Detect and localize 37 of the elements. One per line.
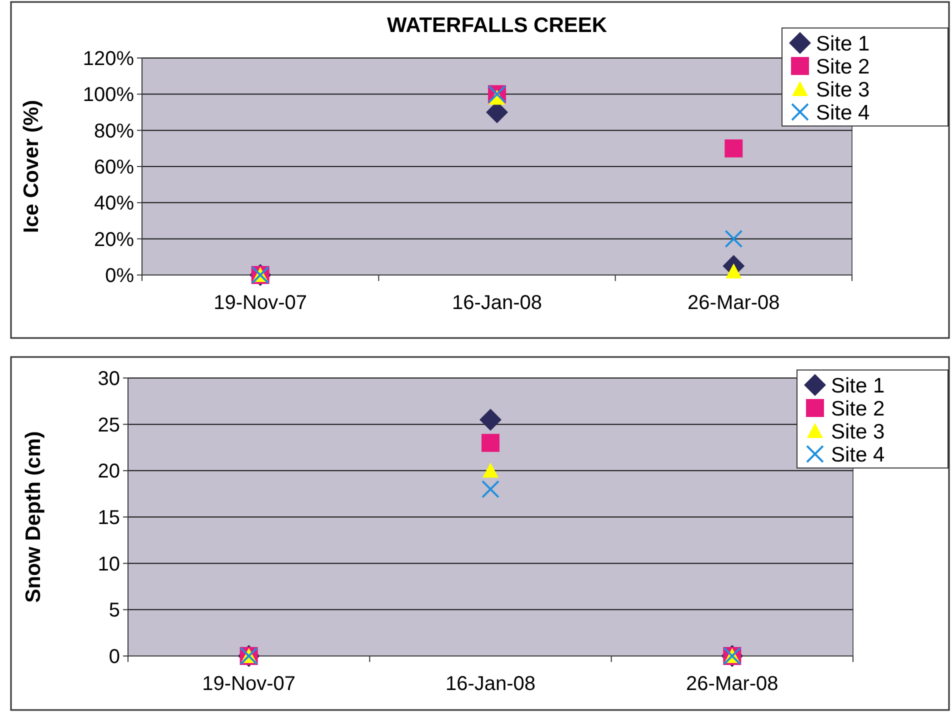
- legend-label: Site 1: [831, 374, 885, 398]
- point: [724, 230, 743, 248]
- point: [480, 408, 502, 431]
- point: [482, 480, 500, 498]
- legend-label: Site 1: [816, 32, 870, 56]
- legend-label: Site 2: [831, 397, 885, 420]
- x-tick-label: 19-Nov-07: [214, 292, 308, 314]
- point: [482, 434, 500, 452]
- x-tick-label: 16-Jan-08: [452, 292, 542, 314]
- y-tick-label: 30: [98, 368, 120, 390]
- y-tick-label: 5: [108, 600, 120, 622]
- y-tick-label: 100%: [82, 84, 134, 106]
- x-tick-label: 26-Mar-08: [686, 673, 778, 695]
- legend-label: Site 4: [816, 101, 870, 124]
- y-tick-label: 0: [108, 646, 120, 668]
- legend-label: Site 3: [831, 420, 885, 444]
- y-tick-label: 60%: [94, 156, 134, 178]
- x-tick-label: 16-Jan-08: [445, 673, 536, 695]
- y-axis-title: Ice Cover (%): [20, 100, 43, 234]
- legend-label: Site 2: [816, 55, 870, 78]
- x-tick-label: 19-Nov-07: [202, 673, 296, 695]
- legend-label: Site 3: [816, 78, 870, 102]
- y-tick-label: 25: [98, 414, 120, 436]
- y-tick-label: 120%: [82, 48, 134, 70]
- x-tick-label: 26-Mar-08: [688, 292, 780, 314]
- legend-label: Site 4: [831, 443, 886, 466]
- y-tick-label: 20%: [94, 228, 134, 251]
- y-tick-label: 80%: [94, 120, 134, 142]
- y-tick-label: 15: [98, 507, 120, 529]
- y-axis-title: Snow Depth (cm): [22, 431, 45, 603]
- y-tick-label: 40%: [94, 192, 134, 215]
- point: [724, 139, 743, 158]
- chart-title: WATERFALLS CREEK: [386, 14, 608, 37]
- y-tick-label: 0%: [105, 265, 134, 287]
- y-tick-label: 10: [98, 553, 120, 576]
- y-tick-label: 20: [98, 460, 120, 483]
- point: [482, 462, 498, 478]
